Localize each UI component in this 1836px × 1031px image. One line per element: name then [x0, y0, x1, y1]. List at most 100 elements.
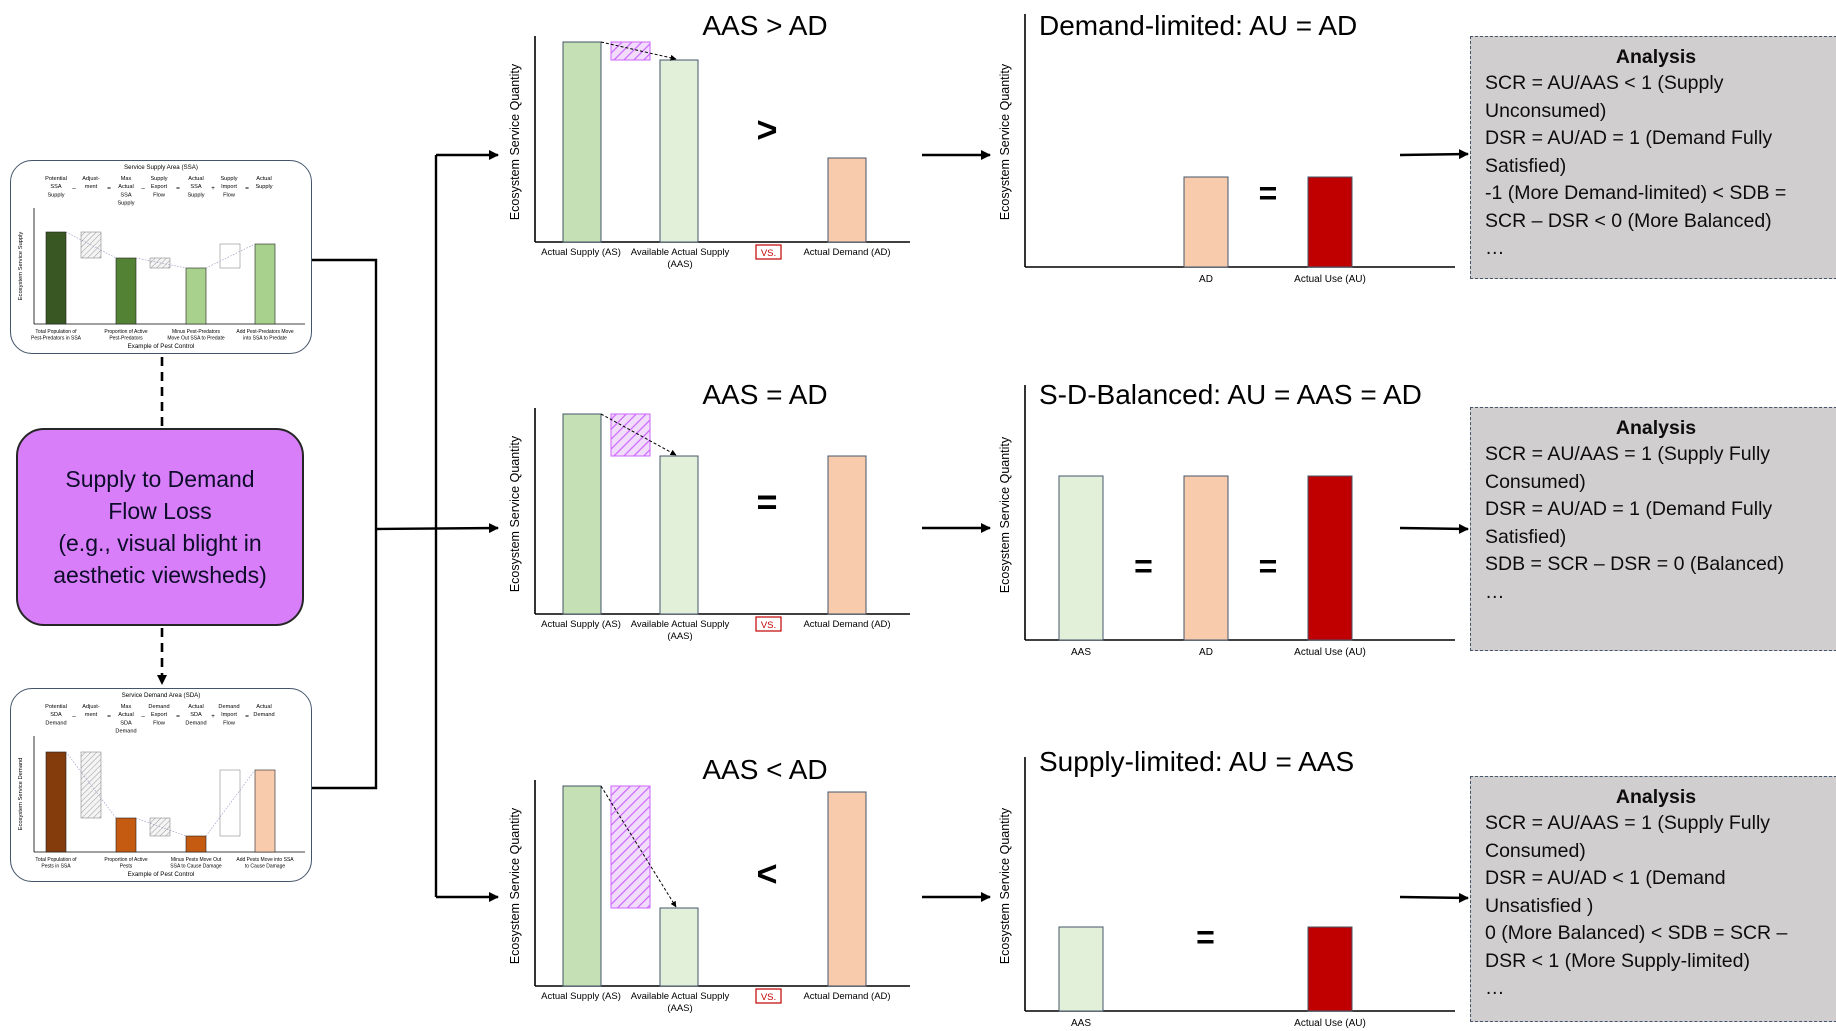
comparison-panel: AAS < AD Ecosystem Service Quantity < Actua… [508, 754, 910, 1014]
analysis-title: Analysis [1615, 786, 1697, 808]
bar-label: AD [1199, 647, 1213, 658]
bar-flow-loss [610, 41, 651, 61]
x-label: Actual Demand (AD) [803, 991, 890, 1002]
bar-actual-supply [562, 785, 602, 987]
analysis-line: … [1485, 977, 1505, 999]
comparison-title: AAS > AD [702, 10, 827, 41]
bar-actual-use-au [1307, 475, 1353, 641]
bracket-connector [312, 258, 378, 790]
comparison-title: AAS < AD [702, 754, 827, 785]
analysis-line: DSR = AU/AD < 1 (Demand Unsatisfied ) [1485, 867, 1726, 917]
analysis-line: SDB = SCR – DSR = 0 (Balanced) [1485, 553, 1785, 575]
bar-available-actual-supply [659, 455, 699, 615]
bar-flow-loss [610, 785, 651, 909]
y-axis-label: Ecosystem Service Quantity [508, 63, 522, 220]
supply-area-card [10, 160, 312, 354]
analysis-line: SCR = AU/AAS < 1 (Supply Unconsumed) [1485, 72, 1724, 122]
connector-lines [157, 149, 1469, 903]
flow-loss-line-4: aesthetic viewsheds) [53, 562, 267, 588]
analysis-title: Analysis [1615, 417, 1697, 439]
comparison-panel: AAS > AD Ecosystem Service Quantity > Actua… [508, 10, 910, 270]
analysis-box-demand-limited: Analysis SCR = AU/AAS < 1 (Supply Uncons… [1470, 36, 1836, 279]
y-axis-label: Ecosystem Service Quantity [998, 436, 1012, 593]
bar-actual-demand [827, 791, 867, 987]
arrow-to-analysis [1399, 523, 1469, 534]
x-label: (AAS) [667, 631, 692, 642]
comparison-symbol: = [756, 481, 777, 522]
x-label: Available Actual Supply [631, 991, 730, 1002]
loss-arrow [600, 785, 677, 908]
bar-label: AAS [1071, 1018, 1091, 1029]
analysis-line: DSR = AU/AD = 1 (Demand Fully Satisfied) [1485, 498, 1773, 548]
arrow-to-analysis [1399, 892, 1469, 903]
vs-box [755, 244, 782, 260]
bar-actual-demand [827, 455, 867, 615]
use-panels: Demand-limited: AU = AD Ecosystem Service… [998, 10, 1455, 1029]
use-panel: S-D-Balanced: AU = AAS = AD Ecosystem Ser… [998, 379, 1455, 658]
bar-aas [1058, 475, 1104, 641]
y-axis-label: Ecosystem Service Quantity [998, 807, 1012, 964]
x-label: (AAS) [667, 259, 692, 270]
analysis-title: Analysis [1615, 46, 1697, 68]
bar-ad [1183, 475, 1229, 641]
equal-symbol: = [1134, 548, 1153, 584]
vs-box [755, 988, 782, 1004]
use-panel-title: Demand-limited: AU = AD [1039, 10, 1357, 41]
arrow-to-analysis [1399, 149, 1469, 160]
equal-symbol: = [1196, 919, 1215, 955]
y-axis-label: Ecosystem Service Quantity [508, 435, 522, 592]
comparison-symbol: > [756, 109, 777, 150]
flow-loss-line-2: Flow Loss [108, 498, 212, 524]
use-panel-title: Supply-limited: AU = AAS [1039, 746, 1354, 777]
comparison-title: AAS = AD [702, 379, 827, 410]
y-axis-label: Ecosystem Service Quantity [508, 807, 522, 964]
bar-actual-use-au [1307, 176, 1353, 268]
analysis-line: -1 (More Demand-limited) < SDB = SCR – D… [1485, 182, 1787, 232]
bar-aas [1058, 926, 1104, 1012]
bar-actual-demand [827, 157, 867, 243]
loss-arrow [600, 413, 677, 456]
demand-area-card [10, 688, 312, 882]
x-label: Actual Supply (AS) [541, 247, 621, 258]
analysis-line: DSR = AU/AD = 1 (Demand Fully Satisfied) [1485, 127, 1773, 177]
bar-flow-loss [610, 413, 651, 457]
x-label: Available Actual Supply [631, 619, 730, 630]
bar-label: Actual Use (AU) [1294, 274, 1366, 285]
loss-arrow [600, 41, 677, 61]
bar-label: Actual Use (AU) [1294, 1018, 1366, 1029]
vs-box [755, 616, 782, 632]
bar-label: AAS [1071, 647, 1091, 658]
bar-ad [1183, 176, 1229, 268]
bar-available-actual-supply [659, 907, 699, 987]
use-panel: Demand-limited: AU = AD Ecosystem Service… [998, 10, 1455, 285]
x-label: Actual Supply (AS) [541, 991, 621, 1002]
vs-label: VS. [761, 248, 776, 259]
analysis-line: 0 (More Balanced) < SDB = SCR – DSR < 1 … [1485, 922, 1788, 972]
bar-actual-supply [562, 41, 602, 243]
comparison-panels: AAS > AD Ecosystem Service Quantity > Actua… [508, 10, 910, 1014]
bar-actual-supply [562, 413, 602, 615]
vs-label: VS. [761, 620, 776, 631]
flow-loss-line-1: Supply to Demand [65, 466, 255, 492]
equal-symbol: = [1259, 548, 1278, 584]
vs-label: VS. [761, 992, 776, 1003]
x-label: Actual Demand (AD) [803, 247, 890, 258]
bar-actual-use-au [1307, 926, 1353, 1012]
analysis-line: … [1485, 237, 1505, 259]
comparison-panel: AAS = AD Ecosystem Service Quantity = Actua… [508, 379, 910, 642]
flow-loss-box: Supply to Demand Flow Loss (e.g., visual… [16, 428, 304, 626]
flow-loss-line-3: (e.g., visual blight in [58, 530, 262, 556]
use-panel-title: S-D-Balanced: AU = AAS = AD [1039, 379, 1422, 410]
bar-label: Actual Use (AU) [1294, 647, 1366, 658]
x-label: Actual Supply (AS) [541, 619, 621, 630]
bar-label: AD [1199, 274, 1213, 285]
analysis-box-balanced: Analysis SCR = AU/AAS = 1 (Supply Fully … [1470, 407, 1836, 651]
x-label: (AAS) [667, 1003, 692, 1014]
use-panel: Supply-limited: AU = AAS Ecosystem Servic… [998, 746, 1455, 1029]
analysis-line: SCR = AU/AAS = 1 (Supply Fully Consumed) [1485, 443, 1771, 493]
analysis-box-supply-limited: Analysis SCR = AU/AAS = 1 (Supply Fully … [1470, 776, 1836, 1022]
analysis-line: SCR = AU/AAS = 1 (Supply Fully Consumed) [1485, 812, 1771, 862]
bar-available-actual-supply [659, 59, 699, 243]
comparison-symbol: < [756, 853, 777, 894]
